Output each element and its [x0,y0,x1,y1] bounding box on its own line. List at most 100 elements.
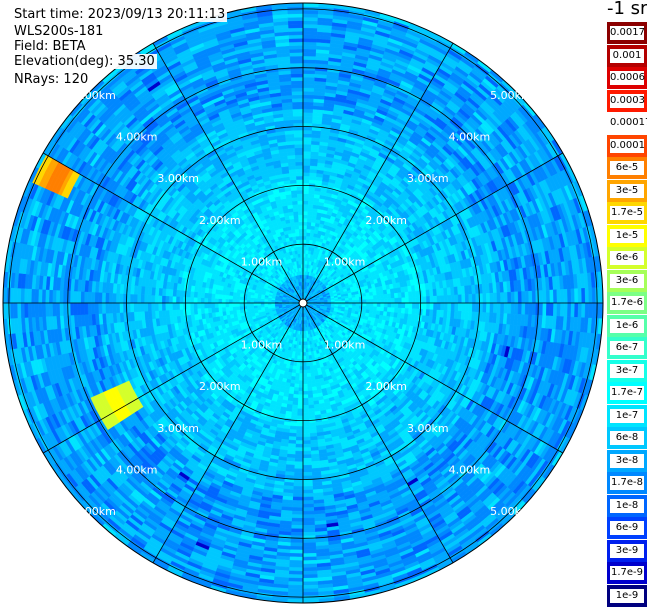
ppi-cell [591,302,597,319]
ppi-cell [464,302,470,312]
ppi-cell [302,66,316,71]
ppi-cell [500,292,505,304]
ppi-cell [302,235,307,240]
ppi-cell [577,288,583,304]
ppi-cell [493,292,498,304]
ppi-cell [302,129,313,135]
ppi-cell [308,189,316,195]
ppi-cell [302,200,309,205]
ppi-cell [411,308,417,316]
ppi-cell [401,297,406,304]
ppi-cell [355,296,360,301]
ppi-cell [302,27,318,32]
ppi-cell [306,235,311,241]
ppi-cell [405,302,410,309]
ppi-cell [521,291,526,304]
ppi-cell [307,390,313,395]
ppi-cell [302,16,319,22]
ppi-cell [535,290,540,304]
ppi-cell [542,290,547,304]
ppi-cell [302,196,309,201]
ppi-cell [305,351,309,357]
ppi-cell [302,52,317,57]
ppi-cell [584,302,590,319]
ppi-cell [482,293,487,304]
ppi-cell [309,362,314,367]
ppi-cell [489,302,494,314]
ppi-cell [359,302,364,307]
ppi-cell [302,203,309,209]
ppi-cell [408,291,413,298]
ppi-cell [387,307,392,313]
ppi-cell [433,302,438,311]
ppi-cell [450,294,455,304]
ppi-cell [306,228,311,234]
ppi-cell [538,290,544,304]
ppi-cell [588,302,593,319]
ppi-cell [380,302,385,308]
ppi-cell [443,295,448,304]
ppi-cell [302,115,314,120]
ppi-cell [302,143,312,149]
ppi-cell [563,302,568,318]
ppi-cell [426,296,431,304]
ppi-cell [351,297,357,301]
ppi-cell [401,292,406,299]
ppi-cell [306,221,312,226]
ppi-cell [307,211,313,216]
ppi-cell [563,288,568,304]
ppi-cell [306,369,311,374]
ppi-cell [302,98,314,103]
ppi-cell [454,302,459,312]
ppi-cell [567,302,572,318]
ppi-cell [352,300,357,304]
ppi-cell [302,62,316,68]
ppi-cell [302,242,307,247]
ppi-cell [542,302,547,316]
ppi-cell [383,293,388,299]
ppi-cell [454,294,459,304]
ppi-cell [440,302,445,311]
ppi-cell [365,306,371,311]
ppi-cell [308,408,315,413]
ppi-cell [306,372,311,378]
ppi-cell [574,302,579,318]
ppi-cell [373,298,378,304]
ppi-cell [302,76,316,82]
ppi-cell [443,302,448,311]
ppi-cell [390,307,395,313]
ppi-cell [457,294,463,304]
ppi-cell [307,394,314,399]
ppi-cell [307,204,314,209]
ppi-cell [397,297,403,304]
ppi-cell [302,69,316,75]
ppi-cell [308,404,315,409]
ppi-cell [302,31,318,36]
ppi-cell [307,218,313,223]
ppi-cell [302,165,311,170]
ppi-cell [489,292,494,304]
ppi-cell [556,289,561,304]
ppi-cell [308,358,313,363]
ppi-cell [302,228,308,233]
ppi-cell [302,147,312,152]
ppi-cell [302,91,315,96]
ppi-cell [521,302,526,315]
ppi-cell [302,161,311,166]
ppi-cell [302,207,309,212]
ppi-cell [302,20,318,25]
ppi-cell [307,383,313,388]
ppi-cell [352,302,357,306]
ppi-cell [517,291,523,304]
ppi-cell [556,302,561,317]
ppi-cell [302,119,313,124]
ppi-cell [308,193,315,198]
ppi-cell [306,380,312,385]
ppi-cell [362,296,367,301]
ppi-cell [376,306,381,312]
ppi-cell [302,23,318,29]
ppi-cell [524,290,530,304]
ppi-cell [305,344,309,350]
ppi-cell [397,292,402,299]
